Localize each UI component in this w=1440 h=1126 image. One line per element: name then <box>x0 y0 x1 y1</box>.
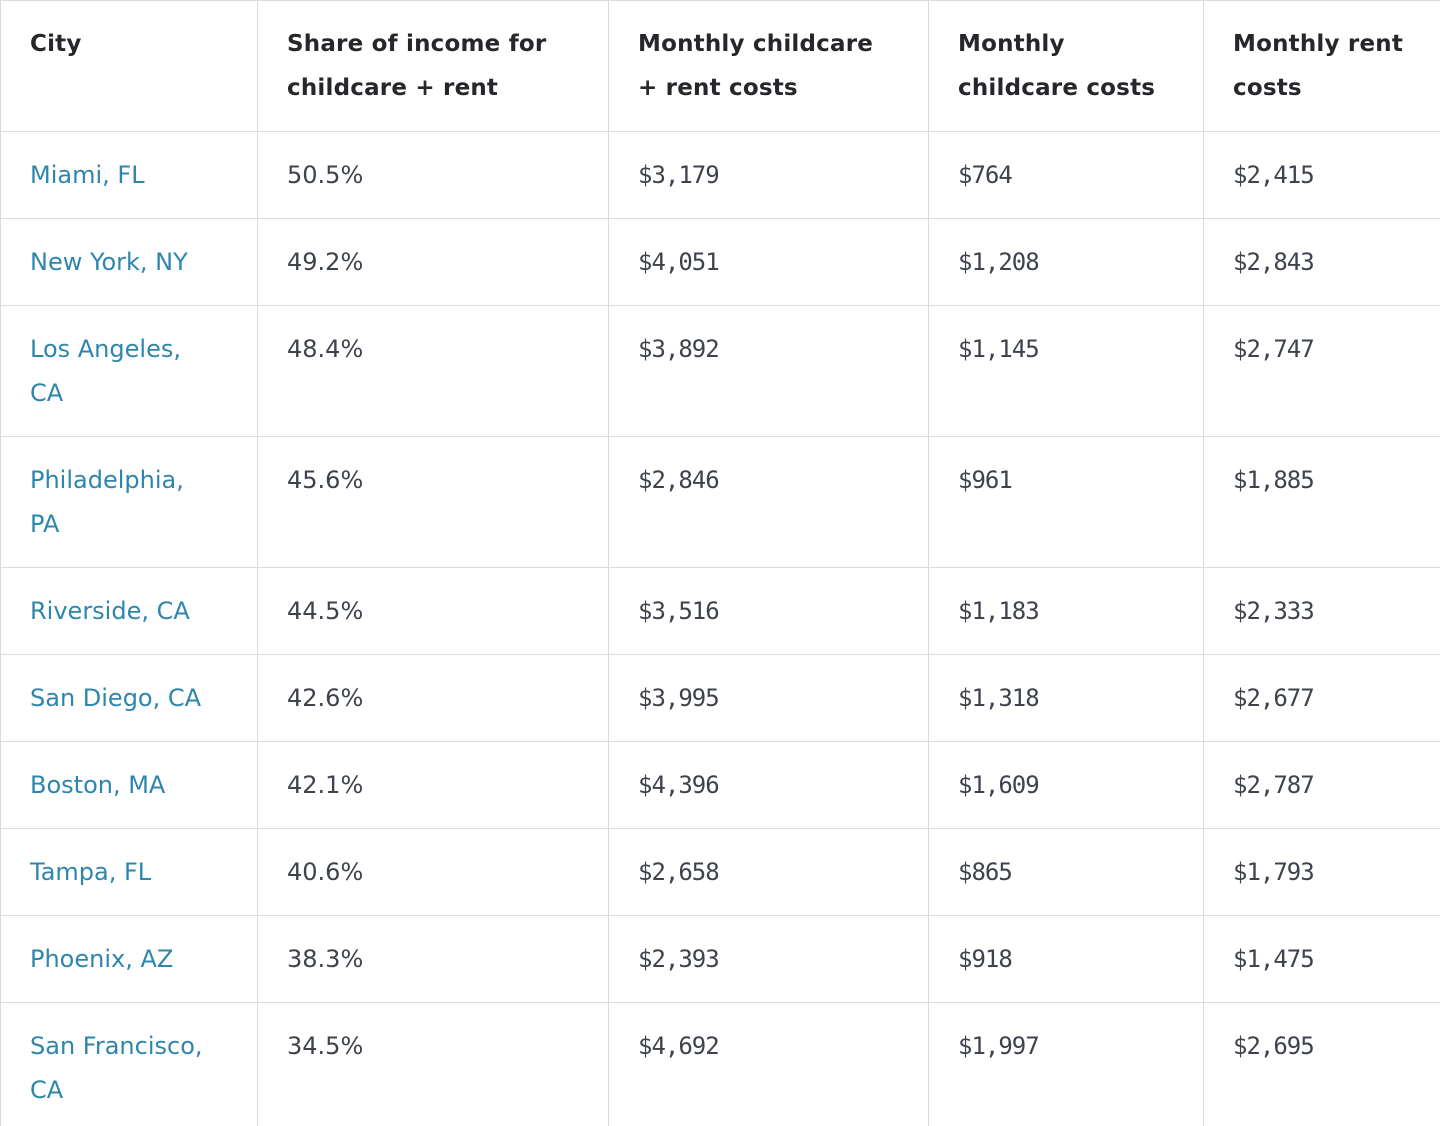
share-cell: 34.5% <box>257 1002 609 1126</box>
table-row-boston: Boston, MA 42.1% $4,396 $1,609 $2,787 <box>0 741 1440 829</box>
city-link[interactable]: New York, NY <box>30 248 188 276</box>
childcare-cell: $961 <box>928 436 1204 568</box>
share-cell: 45.6% <box>257 436 609 568</box>
header-row: City Share of income for childcare + ren… <box>0 0 1440 132</box>
city-link[interactable]: Boston, MA <box>30 771 166 799</box>
city-cell: Phoenix, AZ <box>0 915 258 1003</box>
col-header-share-of-income: Share of income for childcare + rent <box>257 0 609 132</box>
childcare-rent-cell: $3,516 <box>608 567 929 655</box>
share-cell: 40.6% <box>257 828 609 916</box>
table-row-miami: Miami, FL 50.5% $3,179 $764 $2,415 <box>0 131 1440 219</box>
city-link[interactable]: Riverside, CA <box>30 597 190 625</box>
childcare-cell: $1,609 <box>928 741 1204 829</box>
city-cell: Los Angeles, CA <box>0 305 258 437</box>
city-cell: Boston, MA <box>0 741 258 829</box>
rent-cell: $2,695 <box>1203 1002 1440 1126</box>
city-link[interactable]: San Francisco, CA <box>30 1032 203 1104</box>
table-row-tampa: Tampa, FL 40.6% $2,658 $865 $1,793 <box>0 828 1440 916</box>
childcare-cell: $1,208 <box>928 218 1204 306</box>
rent-cell: $1,475 <box>1203 915 1440 1003</box>
childcare-cell: $865 <box>928 828 1204 916</box>
rent-cell: $2,843 <box>1203 218 1440 306</box>
table-row-phoenix: Phoenix, AZ 38.3% $2,393 $918 $1,475 <box>0 915 1440 1003</box>
childcare-cell: $1,997 <box>928 1002 1204 1126</box>
city-cell: Miami, FL <box>0 131 258 219</box>
city-cell: San Diego, CA <box>0 654 258 742</box>
city-link[interactable]: Miami, FL <box>30 161 145 189</box>
col-header-city: City <box>0 0 258 132</box>
table-row-san-diego: San Diego, CA 42.6% $3,995 $1,318 $2,677 <box>0 654 1440 742</box>
childcare-rent-cell: $4,692 <box>608 1002 929 1126</box>
share-cell: 48.4% <box>257 305 609 437</box>
city-cell: New York, NY <box>0 218 258 306</box>
col-header-rent-costs: Monthly rent costs <box>1203 0 1440 132</box>
childcare-rent-cell: $3,179 <box>608 131 929 219</box>
city-link[interactable]: Philadelphia, PA <box>30 466 184 538</box>
childcare-cell: $1,318 <box>928 654 1204 742</box>
share-cell: 50.5% <box>257 131 609 219</box>
childcare-rent-cell: $3,892 <box>608 305 929 437</box>
share-cell: 49.2% <box>257 218 609 306</box>
rent-cell: $2,747 <box>1203 305 1440 437</box>
childcare-rent-cell: $4,051 <box>608 218 929 306</box>
city-link[interactable]: San Diego, CA <box>30 684 202 712</box>
share-cell: 44.5% <box>257 567 609 655</box>
rent-cell: $2,787 <box>1203 741 1440 829</box>
rent-cell: $2,415 <box>1203 131 1440 219</box>
table-row-philadelphia: Philadelphia, PA 45.6% $2,846 $961 $1,88… <box>0 436 1440 568</box>
childcare-rent-cell: $2,846 <box>608 436 929 568</box>
childcare-cell: $1,145 <box>928 305 1204 437</box>
table-row-los-angeles: Los Angeles, CA 48.4% $3,892 $1,145 $2,7… <box>0 305 1440 437</box>
city-link[interactable]: Tampa, FL <box>30 858 152 886</box>
childcare-cell: $1,183 <box>928 567 1204 655</box>
city-link[interactable]: Phoenix, AZ <box>30 945 174 973</box>
rent-cell: $1,885 <box>1203 436 1440 568</box>
rent-cell: $2,333 <box>1203 567 1440 655</box>
city-cell: Riverside, CA <box>0 567 258 655</box>
city-cell: Tampa, FL <box>0 828 258 916</box>
col-header-childcare-plus-rent: Monthly childcare + rent costs <box>608 0 929 132</box>
share-cell: 42.1% <box>257 741 609 829</box>
childcare-rent-cell: $4,396 <box>608 741 929 829</box>
col-header-childcare-costs: Monthly childcare costs <box>928 0 1204 132</box>
childcare-cell: $764 <box>928 131 1204 219</box>
share-cell: 38.3% <box>257 915 609 1003</box>
childcare-rent-cell: $2,393 <box>608 915 929 1003</box>
share-cell: 42.6% <box>257 654 609 742</box>
childcare-rent-cell: $3,995 <box>608 654 929 742</box>
childcare-rent-cell: $2,658 <box>608 828 929 916</box>
table-row-riverside: Riverside, CA 44.5% $3,516 $1,183 $2,333 <box>0 567 1440 655</box>
city-cell: San Francisco, CA <box>0 1002 258 1126</box>
table-row-san-francisco: San Francisco, CA 34.5% $4,692 $1,997 $2… <box>0 1002 1440 1126</box>
rent-cell: $2,677 <box>1203 654 1440 742</box>
table-row-new-york: New York, NY 49.2% $4,051 $1,208 $2,843 <box>0 218 1440 306</box>
rent-cell: $1,793 <box>1203 828 1440 916</box>
city-link[interactable]: Los Angeles, CA <box>30 335 181 407</box>
city-cell: Philadelphia, PA <box>0 436 258 568</box>
childcare-cell: $918 <box>928 915 1204 1003</box>
